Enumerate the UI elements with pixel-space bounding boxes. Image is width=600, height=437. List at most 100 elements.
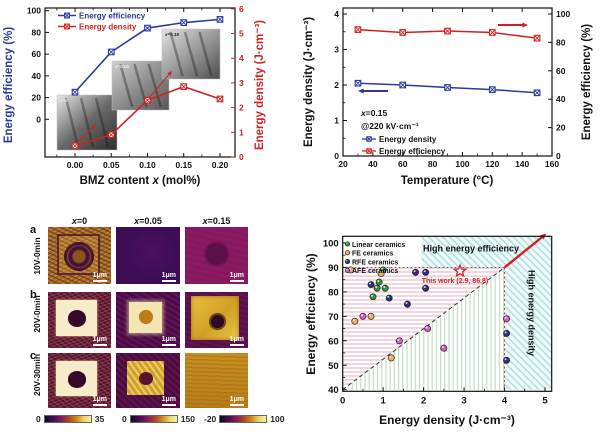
y-tick-label-right: 2 [239,103,244,113]
x-axis-label: Temperature (°C) [401,175,494,187]
legend-item-2: FE ceramics [352,251,393,258]
y-tick-label-left: 40 [32,71,42,81]
scatter-point [344,267,351,273]
y-tick-label: 100 [323,239,339,250]
scatter-point [395,337,403,345]
panel-temperature-chart: 0 1 2 3 4 0 20 40 60 80 100 20 40 60 80 100 120 140 160 x=0… [300,0,600,216]
legend-item-energy-efficiency: Energy efficiency [379,147,446,156]
legend-item-energy-efficiency: Energy efficiency [79,12,146,21]
annotation-composition: x=0.15 [360,108,388,118]
y-tick-label-left: 60 [32,49,42,59]
tem-inset-label: x=0.15 [164,32,179,37]
x-axis-label: Energy density (J·cm⁻³) [379,413,515,427]
plot-frame [342,235,553,392]
scatter-point [367,312,375,320]
scale-bar-label: 1μm [92,272,107,282]
y-tick-label: 50 [328,361,339,372]
scatter-point [359,312,367,320]
y-axis-label-right: Energy efficiency (%) [581,24,593,140]
legend-item-energy-density: Energy density [379,135,437,144]
pfm-image-a-x0: 1μm [48,227,111,284]
colorbar-max: 100 [270,414,285,424]
pfm-col-header-x005: x=0.05 [134,216,162,226]
scatter-point [412,268,419,276]
bmz-chart-svg: x=0 x=0.05 x=0.15 0 20 40 60 80 100 0 1 2 3 4 5 6 0.00 0.… [3,4,266,187]
y-tick-label-left: 1 [334,116,339,126]
y-tick-label-right: 40 [556,94,566,104]
x-tick-label: 0.15 [175,160,192,170]
y-tick-label-right: 1 [239,127,244,137]
colorbar-gradient [129,415,178,423]
tem-inset-label: x=0 [59,98,68,103]
x-tick-label: 0.00 [67,160,84,170]
y-tick-label-left: 80 [32,27,42,37]
scatter-point [387,354,395,362]
x-tick-label: 2 [421,395,426,406]
x-tick-label: 80 [428,159,438,169]
pfm-row-label-a: 10V-0min [32,236,42,275]
y-tick-label-right: 4 [239,53,244,63]
y-tick-label-right: 3 [239,78,244,88]
colorbar-min: 0 [36,414,41,424]
y-tick-label: 60 [328,336,339,347]
x-tick-label: 60 [398,159,408,169]
x-axis-label: BMZ content x (mol%) [80,175,201,187]
x-tick-label: 1 [381,395,387,406]
x-tick-label: 140 [515,159,529,169]
y-tick-label-right: 60 [556,66,566,76]
y-tick-label-left: 0 [334,151,339,161]
scale-bar-label: 1μm [92,396,107,406]
y-axis-label-left: Energy efficiency (%) [3,27,15,143]
colorbar-min: 0 [122,414,127,424]
this-work-star [452,263,468,278]
scale-bar-label: 1μm [161,272,176,282]
colorbar-max: 35 [94,414,105,424]
annotation-high-density: High energy density [527,270,537,356]
scale-bar-label: 1μm [229,396,244,406]
tem-inset-image [161,28,221,80]
y-tick-label-right: 100 [556,9,570,19]
scatter-point [351,317,359,325]
scale-bar-label: 1μm [161,336,176,346]
scatter-point [440,344,448,352]
scatter-point [344,250,351,256]
scatter-point [344,259,351,265]
region-high-efficiency [342,267,505,390]
comparison-scatter-svg: 0 1 2 3 4 5 40 50 60 70 80 90 100 Linear ceramics FE c… [304,233,553,427]
scatter-point [385,294,393,302]
y-tick-label: 80 [328,287,339,298]
scatter-point [344,241,351,247]
y-axis-label-right: Energy density (J·cm⁻³) [254,20,266,150]
y-tick-label: 40 [328,385,339,396]
y-tick-label-right: 20 [556,123,566,133]
pfm-col-header-x015: x=0.15 [202,216,231,226]
x-tick-label: 0.10 [139,160,156,170]
pfm-image-a-x005: 1μm [116,227,180,284]
x-tick-label: 120 [485,159,499,169]
x-tick-label: 0.05 [103,160,120,170]
legend-item-4: AFE ceramics [352,268,398,275]
pfm-row-letter-c: c [30,350,37,362]
guide-diagonal [342,267,505,391]
x-tick-label: 5 [542,395,548,406]
annotation-arrow [503,235,544,269]
pfm-row-letter-a: a [30,224,37,236]
scale-bar-label: 1μm [229,272,244,282]
scale-bar-label: 1μm [229,336,244,346]
y-tick-label-left: 2 [334,80,339,90]
pfm-image-c-x015: 1μm [185,353,248,408]
y-tick-label: 90 [328,263,339,274]
pfm-row-label-b: 20V-0min [32,295,42,333]
x-tick-label: 0.20 [212,160,229,170]
pfm-image-b-x005: 1μm [116,292,180,348]
pfm-image-c-x0: 1μm [48,353,111,408]
scatter-point [403,300,411,308]
region-high-both [421,236,552,390]
x-tick-label: 160 [545,159,559,169]
pfm-col-header-x0: x=0 [71,216,88,226]
scatter-point [503,330,511,337]
colorbar-x005: 0 150 [122,414,195,424]
annotation-high-efficiency: High energy efficiency [423,244,519,254]
panel-bmz-chart: x=0 x=0.05 x=0.15 0 20 40 60 80 100 0 1 2 3 4 5 6 0.00 0.… [0,0,300,216]
pfm-image-a-x015: 1μm [185,227,248,284]
